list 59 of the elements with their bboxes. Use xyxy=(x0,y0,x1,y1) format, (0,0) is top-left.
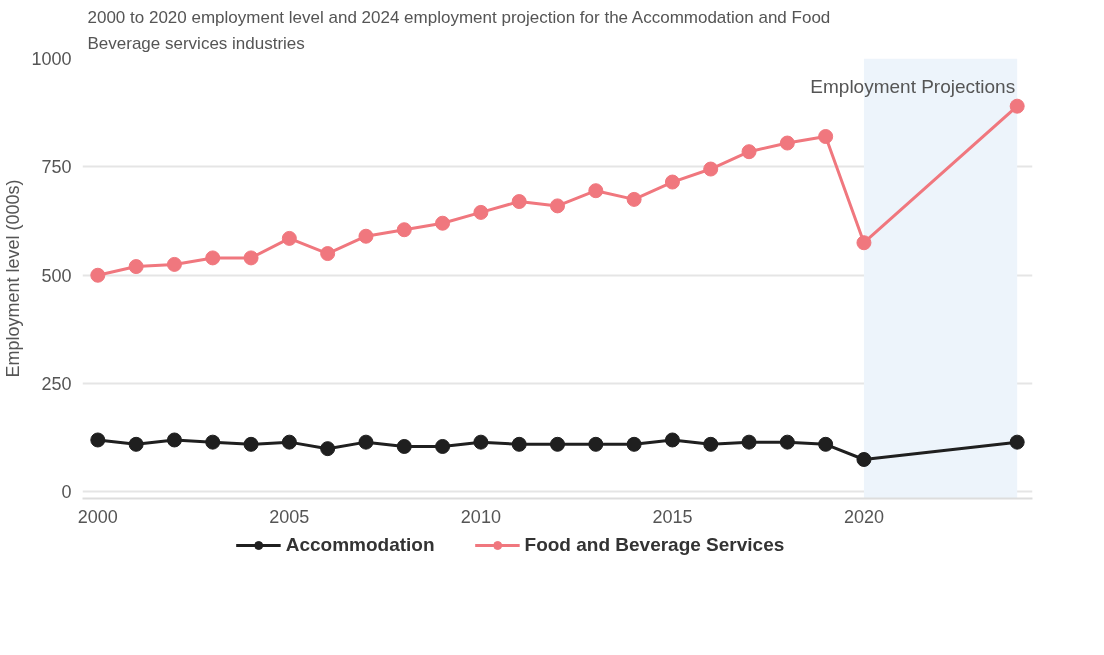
point xyxy=(664,174,680,190)
x-tick-label: 2010 xyxy=(460,506,501,527)
point xyxy=(741,144,757,160)
point xyxy=(358,228,374,244)
point xyxy=(626,191,642,207)
point xyxy=(281,434,297,450)
point xyxy=(856,235,872,251)
point xyxy=(703,436,719,452)
point xyxy=(166,256,182,272)
point xyxy=(281,230,297,246)
legend-label: Food and Beverage Services xyxy=(524,534,785,556)
point xyxy=(779,135,795,151)
point xyxy=(396,222,412,238)
point xyxy=(320,441,336,457)
point xyxy=(435,438,451,454)
point xyxy=(243,436,259,452)
point xyxy=(703,161,719,177)
x-tick-label: 2005 xyxy=(269,506,310,527)
point xyxy=(243,250,259,266)
point xyxy=(128,436,144,452)
point xyxy=(205,434,221,450)
point xyxy=(856,452,872,467)
point xyxy=(166,432,182,448)
point xyxy=(511,436,527,452)
point xyxy=(205,250,221,266)
y-tick-label: 750 xyxy=(41,157,72,178)
point xyxy=(626,436,642,452)
point xyxy=(320,246,336,262)
y-tick-label: 1000 xyxy=(31,49,72,69)
point xyxy=(1009,434,1025,450)
point xyxy=(664,432,680,448)
y-tick-label: 250 xyxy=(41,374,72,395)
point xyxy=(588,436,604,452)
y-tick-label: 500 xyxy=(41,265,72,286)
x-tick-label: 2020 xyxy=(843,506,884,527)
chart-title: 2000 to 2020 employment level and 2024 employment projection for the Accommodation and Food Beverage services industries xyxy=(87,7,831,54)
point xyxy=(779,434,795,450)
point xyxy=(550,198,565,214)
y-axis-title: Employment level (000s) xyxy=(3,179,24,378)
point xyxy=(128,259,144,275)
x-tick-label: 2000 xyxy=(77,506,118,527)
x-tick-label: 2015 xyxy=(652,506,693,527)
point xyxy=(1009,98,1025,114)
point xyxy=(818,436,834,452)
point xyxy=(818,129,834,145)
point xyxy=(741,434,757,450)
point xyxy=(473,434,489,450)
point xyxy=(90,267,106,283)
point xyxy=(473,204,489,220)
legend-label: Accommodation xyxy=(285,534,435,556)
band-label: Employment Projections xyxy=(810,75,1016,97)
point xyxy=(511,194,527,210)
point xyxy=(396,438,412,454)
point xyxy=(435,215,451,231)
y-tick-label: 0 xyxy=(61,482,72,503)
point xyxy=(550,436,565,452)
point xyxy=(90,432,106,448)
point xyxy=(588,183,604,199)
point xyxy=(358,434,374,450)
